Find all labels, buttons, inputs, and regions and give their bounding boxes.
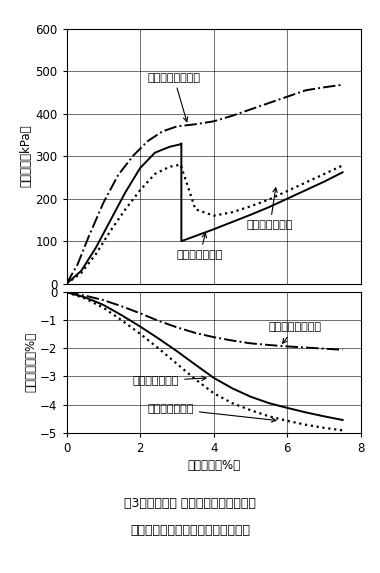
Text: 浸水（計算値）: 浸水（計算値） (177, 233, 223, 260)
Text: 不飽和（実験値）: 不飽和（実験値） (147, 73, 201, 121)
Text: 浸水（実験値）: 浸水（実験値） (247, 188, 293, 230)
Y-axis label: 体積ひずみ（%）: 体積ひずみ（%） (24, 332, 37, 393)
X-axis label: 軸ひずみ（%）: 軸ひずみ（%） (187, 459, 240, 472)
Y-axis label: 軸差応力（kPa）: 軸差応力（kPa） (19, 125, 32, 187)
Text: 図3　不飽和－ 飽和三軸圧縮試験（排: 図3 不飽和－ 飽和三軸圧縮試験（排 (124, 497, 256, 510)
Text: 浸水（実験値）: 浸水（実験値） (147, 404, 276, 422)
Text: 浸水（計算値）: 浸水（計算値） (133, 376, 206, 386)
Text: 水・排気条件）への解析適用結果例: 水・排気条件）への解析適用結果例 (130, 524, 250, 537)
Text: 不飽和（実験値）: 不飽和（実験値） (269, 323, 322, 343)
